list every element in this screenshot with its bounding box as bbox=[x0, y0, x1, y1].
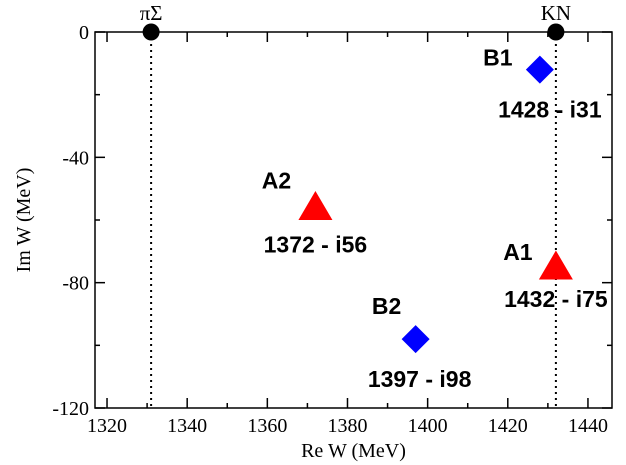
pole-value-label: 1372 - i56 bbox=[264, 231, 368, 257]
x-axis-label: Re W (MeV) bbox=[301, 440, 406, 462]
pole-name-label: A1 bbox=[503, 239, 533, 265]
plot-frame bbox=[94, 31, 613, 409]
threshold-label: πΣ bbox=[140, 1, 163, 25]
pole-markers bbox=[298, 55, 573, 354]
pole-value-label: 1397 - i98 bbox=[368, 366, 472, 392]
threshold-dot bbox=[547, 23, 565, 41]
axis-ticks bbox=[95, 31, 612, 409]
x-tick-label: 1420 bbox=[488, 415, 528, 437]
y-tick-label: -40 bbox=[62, 147, 89, 169]
threshold-lines bbox=[150, 32, 557, 408]
diamond-marker bbox=[525, 55, 554, 84]
pole-name-label: B2 bbox=[372, 293, 401, 319]
threshold-label: KN bbox=[541, 1, 571, 25]
y-tick-label: -80 bbox=[62, 273, 89, 295]
triangle-marker bbox=[538, 250, 573, 280]
x-tick-label: 1320 bbox=[87, 415, 127, 437]
axis-tick-labels: 1320 1340 1360 1380 1400 1420 1440 0 -40 -80 -120 bbox=[52, 22, 608, 437]
threshold-dot bbox=[142, 23, 160, 41]
pole-name-label: A2 bbox=[262, 167, 291, 193]
pole-labels: A1 1432 - i75 A2 1372 - i56 B1 1428 - i31 B2 13… bbox=[262, 45, 608, 392]
pole-value-label: 1432 - i75 bbox=[504, 286, 608, 312]
x-tick-label: 1400 bbox=[408, 415, 448, 437]
x-tick-label: 1340 bbox=[167, 415, 207, 437]
x-tick-label: 1380 bbox=[327, 415, 367, 437]
diamond-marker bbox=[401, 325, 430, 354]
x-tick-label: 1440 bbox=[568, 415, 608, 437]
x-tick-label: 1360 bbox=[247, 415, 287, 437]
threshold-markers: πΣ KN bbox=[140, 1, 571, 41]
pole-value-label: 1428 - i31 bbox=[498, 97, 602, 123]
pole-name-label: B1 bbox=[483, 45, 513, 71]
y-axis-label: Im W (MeV) bbox=[13, 168, 35, 273]
triangle-marker bbox=[298, 190, 333, 220]
y-tick-label: -120 bbox=[52, 398, 89, 420]
y-tick-label: 0 bbox=[79, 22, 89, 44]
